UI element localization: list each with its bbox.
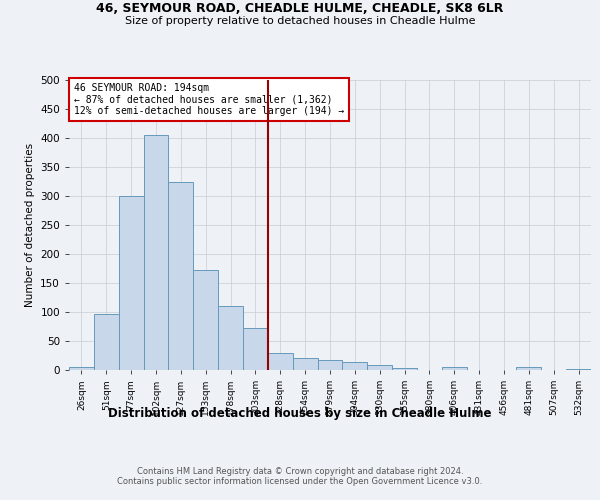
Bar: [218, 306, 243, 370]
Bar: [143, 135, 169, 370]
Bar: [367, 366, 392, 370]
Bar: [169, 182, 193, 370]
Bar: [268, 352, 293, 370]
Text: 46, SEYMOUR ROAD, CHEADLE HULME, CHEADLE, SK8 6LR: 46, SEYMOUR ROAD, CHEADLE HULME, CHEADLE…: [97, 2, 503, 16]
Text: Contains public sector information licensed under the Open Government Licence v3: Contains public sector information licen…: [118, 477, 482, 486]
Text: Distribution of detached houses by size in Cheadle Hulme: Distribution of detached houses by size …: [108, 408, 492, 420]
Bar: [119, 196, 143, 370]
Bar: [243, 328, 268, 370]
Bar: [94, 314, 119, 370]
Bar: [392, 368, 417, 370]
Bar: [343, 362, 367, 370]
Text: Contains HM Land Registry data © Crown copyright and database right 2024.: Contains HM Land Registry data © Crown c…: [137, 467, 463, 476]
Bar: [317, 360, 343, 370]
Y-axis label: Number of detached properties: Number of detached properties: [25, 143, 35, 307]
Text: 46 SEYMOUR ROAD: 194sqm
← 87% of detached houses are smaller (1,362)
12% of semi: 46 SEYMOUR ROAD: 194sqm ← 87% of detache…: [74, 83, 344, 116]
Bar: [517, 367, 541, 370]
Bar: [442, 366, 467, 370]
Text: Size of property relative to detached houses in Cheadle Hulme: Size of property relative to detached ho…: [125, 16, 475, 26]
Bar: [566, 369, 591, 370]
Bar: [69, 367, 94, 370]
Bar: [293, 358, 317, 370]
Bar: [193, 270, 218, 370]
